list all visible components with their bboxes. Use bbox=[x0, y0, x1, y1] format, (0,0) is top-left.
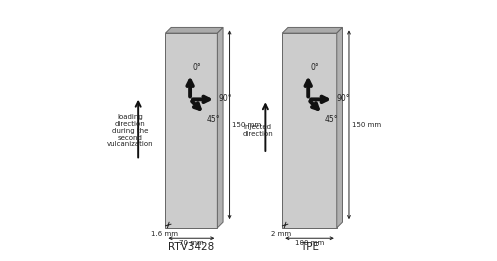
Text: 90°: 90° bbox=[336, 94, 350, 103]
Text: Injected
direction: Injected direction bbox=[242, 124, 273, 137]
Text: 100 mm: 100 mm bbox=[295, 240, 324, 246]
Polygon shape bbox=[337, 27, 342, 228]
Text: 45°: 45° bbox=[207, 115, 221, 124]
Text: 1.6 mm: 1.6 mm bbox=[151, 231, 177, 237]
Text: loading
direction
during the
second
vulcanization: loading direction during the second vulc… bbox=[107, 114, 154, 147]
Polygon shape bbox=[217, 27, 223, 228]
Text: RTV3428: RTV3428 bbox=[168, 242, 215, 252]
Text: 2 mm: 2 mm bbox=[271, 231, 291, 237]
Polygon shape bbox=[166, 27, 223, 33]
Text: TPE: TPE bbox=[300, 242, 319, 252]
Polygon shape bbox=[282, 33, 337, 228]
Text: 45°: 45° bbox=[325, 115, 338, 124]
Polygon shape bbox=[282, 27, 342, 33]
Text: 0°: 0° bbox=[310, 63, 319, 72]
Polygon shape bbox=[166, 33, 217, 228]
Text: 0°: 0° bbox=[192, 63, 201, 72]
Text: 70 mm: 70 mm bbox=[179, 240, 204, 246]
Text: 150 mm: 150 mm bbox=[351, 122, 381, 128]
Text: 90°: 90° bbox=[218, 94, 232, 103]
Text: 150 mm: 150 mm bbox=[232, 122, 261, 128]
